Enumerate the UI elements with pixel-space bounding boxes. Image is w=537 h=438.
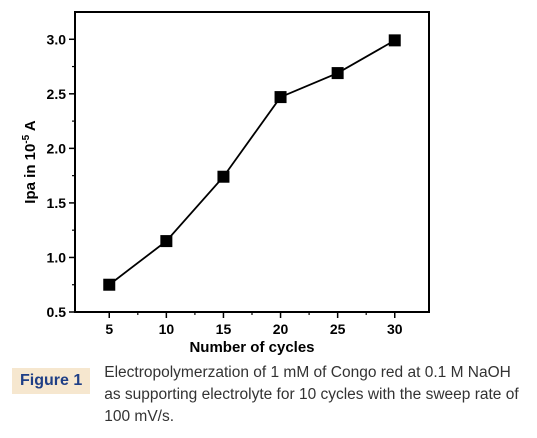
y-axis-title-main: Ipa in 10	[22, 144, 39, 204]
y-tick-label: 1.0	[47, 249, 67, 265]
data-point	[274, 91, 287, 104]
x-axis-ticks: 5 10 15 20 25 30	[105, 312, 403, 337]
x-axis-title: Number of cycles	[189, 339, 314, 356]
y-axis-title-exponent: -5	[21, 134, 32, 143]
y-axis-title: Ipa in 10-5 A	[21, 120, 39, 204]
y-tick-label: 2.5	[47, 86, 67, 102]
figure-caption: Figure 1 Electropolymerzation of 1 mM of…	[12, 362, 532, 428]
data-point	[388, 34, 401, 47]
data-markers	[103, 34, 401, 291]
data-point	[217, 170, 230, 183]
y-axis-ticks: 0.5 1.0 1.5 2.0 2.5 3.0	[47, 31, 75, 320]
x-tick-label: 20	[273, 321, 289, 337]
data-point	[160, 235, 173, 248]
plot-frame	[74, 11, 430, 313]
caption-text: Electropolymerzation of 1 mM of Congo re…	[104, 364, 519, 425]
series-line	[108, 39, 396, 286]
x-tick-label: 25	[330, 321, 346, 337]
y-axis-title-unit: A	[22, 120, 39, 135]
x-tick-label: 15	[216, 321, 232, 337]
figure-label: Figure 1	[12, 368, 91, 394]
y-tick-label: 1.5	[47, 195, 67, 211]
x-tick-label: 10	[159, 321, 175, 337]
data-point	[331, 67, 344, 80]
data-point	[103, 278, 116, 291]
x-tick-label: 30	[387, 321, 403, 337]
x-tick-label: 5	[105, 321, 113, 337]
y-tick-label: 0.5	[47, 304, 67, 320]
y-tick-label: 3.0	[47, 31, 67, 47]
y-tick-label: 2.0	[47, 140, 67, 156]
chart: 5 10 15 20 25 30 0.5 1.0 1.5 2.0 2.5 3.0 Number of…	[21, 11, 430, 356]
